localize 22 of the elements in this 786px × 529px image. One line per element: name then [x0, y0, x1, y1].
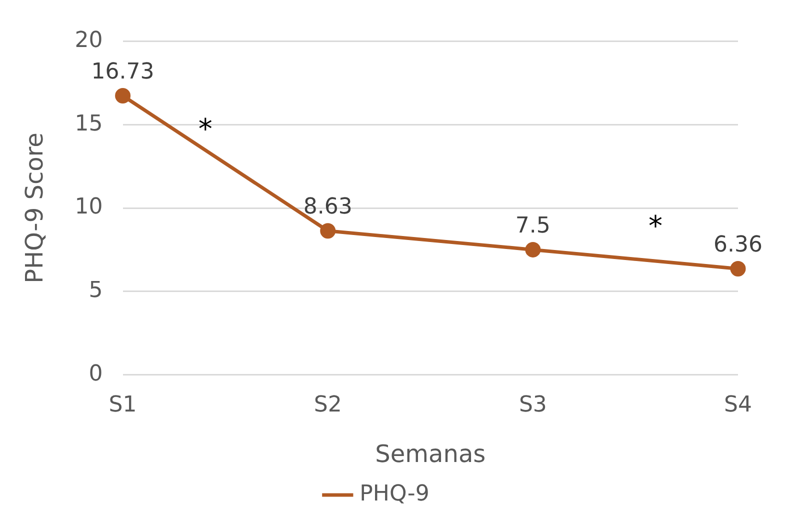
- point: [320, 223, 336, 239]
- point: [115, 88, 131, 104]
- data-label: 8.63: [303, 194, 352, 220]
- point: [525, 242, 541, 258]
- y-axis-title: PHQ-9 Score: [20, 132, 49, 284]
- x-tick-label: S1: [108, 392, 137, 418]
- point: [730, 260, 746, 276]
- y-tick-label: 0: [88, 362, 103, 387]
- x-axis-title: Semanas: [375, 440, 486, 468]
- y-tick-label: 20: [74, 28, 103, 53]
- x-tick-label: S4: [724, 392, 752, 418]
- data-label: 7.5: [515, 213, 550, 238]
- data-label: 16.73: [91, 59, 154, 84]
- y-tick-label: 5: [88, 278, 103, 304]
- x-tick-label: S2: [314, 392, 342, 418]
- legend-label: PHQ-9: [360, 482, 430, 507]
- y-tick-label: 10: [74, 194, 103, 220]
- data-label: 6.36: [714, 232, 762, 258]
- annotation: *: [198, 112, 212, 146]
- x-tick-label: S3: [518, 392, 547, 418]
- annotation: *: [648, 209, 662, 242]
- y-tick-label: 15: [74, 111, 103, 136]
